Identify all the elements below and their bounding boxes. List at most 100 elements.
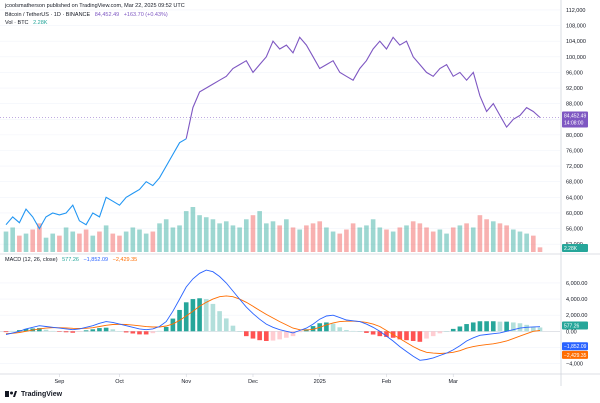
- volume-bar: [223, 221, 229, 252]
- volume-bar: [344, 229, 349, 252]
- price-tick-label: 72,000: [566, 164, 583, 170]
- volume-bar: [23, 233, 29, 252]
- histogram-bar: [43, 329, 49, 332]
- tradingview-logo[interactable]: TradingView: [5, 391, 62, 398]
- volume-bar: [237, 227, 242, 252]
- histogram-bar: [3, 331, 9, 333]
- histogram-bar: [324, 322, 329, 332]
- price-tick-label: 108,000: [566, 24, 586, 30]
- histogram-bar: [430, 331, 436, 337]
- price-tick-label: 104,000: [566, 39, 586, 45]
- axis-labels: 52,00056,00060,00064,00068,00072,00076,0…: [566, 8, 587, 368]
- volume-bar: [364, 225, 369, 252]
- histogram-bar: [297, 331, 303, 333]
- histogram-bar: [57, 331, 62, 332]
- volume-bar: [444, 233, 449, 252]
- volume-bar: [50, 233, 56, 252]
- price-tick-label: 88,000: [566, 102, 583, 108]
- volume-bar: [170, 227, 176, 252]
- symbol-label[interactable]: Bitcoin / TetherUS · 1D · BINANCE: [5, 12, 91, 18]
- volume-bar: [450, 227, 456, 252]
- histogram-bar: [497, 321, 503, 332]
- histogram-bar: [130, 331, 136, 334]
- histogram-bar: [470, 322, 476, 332]
- volume-bar: [197, 215, 202, 252]
- price-line: [0, 36, 560, 230]
- histogram-bar: [163, 326, 169, 332]
- histogram-bar: [357, 331, 363, 332]
- histogram-bar: [531, 326, 536, 332]
- histogram-bar: [397, 331, 403, 340]
- volume-bar: [350, 223, 356, 252]
- volume-bar: [10, 227, 15, 252]
- attribution: jcoolsmatherson published on TradingView…: [5, 3, 185, 9]
- histogram-bar: [524, 324, 529, 332]
- histogram-bar: [450, 328, 456, 332]
- histogram-bar: [210, 303, 216, 332]
- volume-bar: [357, 227, 363, 252]
- volume-badge: 2.28K: [564, 246, 578, 252]
- macd-value: 577.26: [62, 257, 79, 263]
- volume-bar: [424, 227, 429, 252]
- volume-bar: [510, 229, 516, 252]
- volume-bar: [270, 221, 276, 252]
- histogram-bar: [190, 299, 196, 332]
- price-tick-label: 56,000: [566, 227, 583, 233]
- macd-badge-bg: [562, 342, 588, 351]
- volume-bar: [490, 221, 496, 252]
- volume-bar: [397, 227, 403, 252]
- histogram-bar: [504, 321, 509, 332]
- histogram-bar: [457, 326, 463, 332]
- x-tick-label: Feb: [382, 379, 391, 385]
- volume-bar: [123, 231, 129, 252]
- volume-bar: [497, 223, 503, 252]
- histogram-bar: [203, 299, 209, 332]
- volume-bar: [217, 223, 222, 252]
- histogram-bar: [37, 328, 42, 332]
- signal-badge: −2,429.35: [564, 353, 587, 359]
- histogram-bar: [384, 331, 389, 337]
- histogram-bar: [83, 330, 89, 332]
- volume-bar: [264, 223, 269, 252]
- volume-bar: [90, 235, 96, 252]
- histogram-bar: [350, 330, 356, 332]
- volume-bar: [524, 233, 529, 252]
- histogram-bar: [490, 321, 496, 332]
- volume-bar: [250, 215, 256, 252]
- volume-bar: [70, 231, 76, 252]
- price-tick-label: 64,000: [566, 195, 583, 201]
- volume-bar: [284, 219, 289, 252]
- histogram-bar: [97, 328, 102, 332]
- x-tick-label: Oct: [115, 379, 124, 385]
- volume-bar: [43, 237, 49, 252]
- macd-tick-label: 2,000.00: [566, 313, 587, 319]
- histogram-bar: [243, 331, 249, 337]
- volume-bar: [404, 225, 409, 252]
- histogram-bar: [117, 331, 122, 332]
- histogram-bar: [90, 329, 96, 332]
- volume-bar: [30, 229, 36, 252]
- macd-label[interactable]: MACD (12, 26, close): [5, 257, 58, 263]
- histogram-bar: [377, 331, 383, 337]
- volume-label[interactable]: Vol · BTC: [5, 20, 29, 26]
- histogram-bar: [110, 329, 116, 332]
- volume-bar: [537, 247, 543, 252]
- x-tick-label: Sep: [55, 379, 65, 385]
- hist-badge: 577.26: [564, 323, 580, 329]
- macd-line: [5, 269, 541, 361]
- price-tick-label: 96,000: [566, 70, 583, 76]
- volume-bar: [324, 227, 329, 252]
- histogram-bar: [10, 330, 15, 332]
- price-badge: 14:08:00: [564, 120, 584, 126]
- histogram-bar: [270, 331, 276, 341]
- histogram-bar: [310, 326, 316, 332]
- volume-bar: [437, 229, 443, 252]
- histogram-bar: [50, 330, 56, 332]
- volume-bar: [177, 225, 182, 252]
- histogram-bar: [123, 331, 129, 333]
- volume-bar: [257, 211, 262, 252]
- histogram-bar: [330, 323, 336, 332]
- volume-bar: [63, 227, 69, 252]
